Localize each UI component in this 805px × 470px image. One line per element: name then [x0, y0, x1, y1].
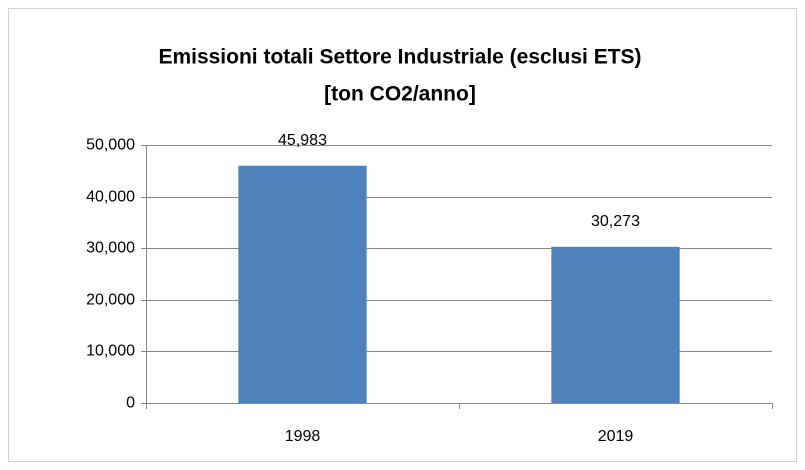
- y-tick-label: 20,000: [86, 292, 135, 309]
- y-tick-label: 50,000: [86, 137, 135, 154]
- y-tick-label: 40,000: [86, 189, 135, 206]
- y-tick-label: 10,000: [86, 343, 135, 360]
- data-label: 45,983: [278, 132, 327, 149]
- x-tick-label: 1998: [285, 428, 321, 445]
- y-tick-label: 30,000: [86, 240, 135, 257]
- bar: [238, 165, 367, 403]
- chart-title: Emissioni totali Settore Industriale (es…: [158, 46, 641, 69]
- bar: [551, 246, 680, 403]
- x-tick-label: 2019: [598, 428, 634, 445]
- y-tick-label: 0: [126, 395, 135, 412]
- chart-title: [ton CO2/anno]: [324, 83, 476, 106]
- data-label: 30,273: [591, 213, 640, 230]
